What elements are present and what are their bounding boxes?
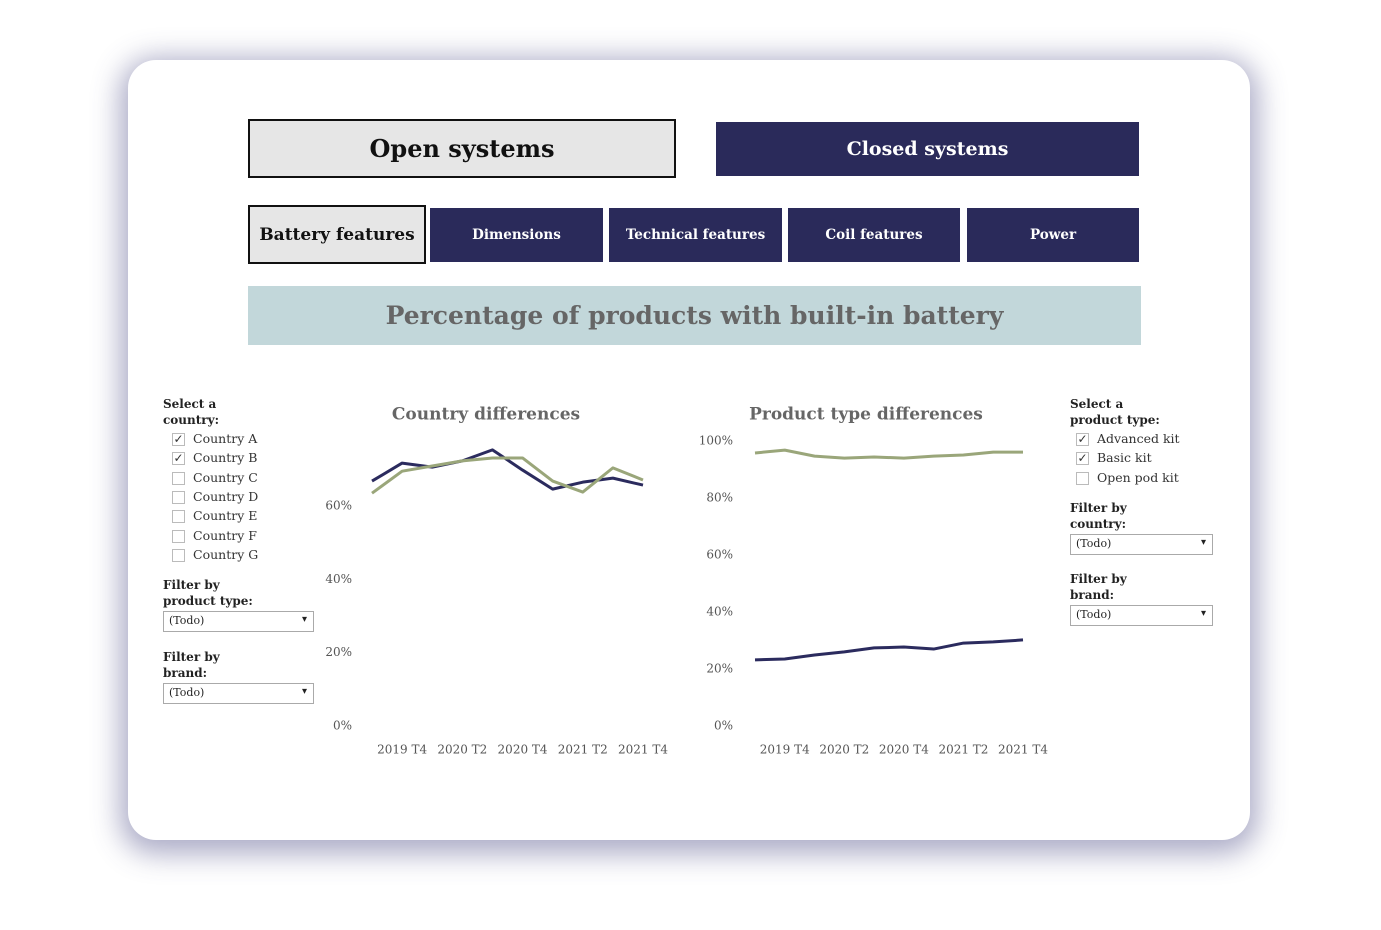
checkbox[interactable] — [172, 529, 185, 543]
checkbox[interactable] — [1076, 471, 1089, 485]
filter-label: Filter by product type: — [163, 578, 253, 608]
dropdown[interactable]: (Todo) — [163, 611, 314, 632]
y-tick-label: 20% — [706, 662, 733, 676]
y-tick-label: 40% — [325, 572, 352, 586]
y-tick-label: 0% — [714, 719, 733, 733]
x-tick-label: 2020 T4 — [879, 743, 929, 757]
y-tick-label: 40% — [706, 605, 733, 619]
checklist-label: Select a product type: — [1070, 397, 1160, 427]
sub-tab[interactable]: Technical features — [609, 208, 782, 262]
checklist-label: Select a country: — [163, 397, 220, 427]
checkbox[interactable] — [172, 548, 185, 562]
filter-label: Filter by country: — [1070, 501, 1127, 531]
tab[interactable]: Open systems — [248, 119, 676, 178]
line — [754, 638, 1024, 662]
x-tick-label: 2021 T2 — [938, 743, 988, 757]
option-label[interactable]: Country B — [193, 450, 258, 466]
sub-tab[interactable]: Battery features — [248, 205, 426, 264]
option-label[interactable]: Basic kit — [1097, 450, 1152, 466]
filter-label: Filter by brand: — [1070, 572, 1127, 602]
y-tick-label: 80% — [706, 491, 733, 505]
option-label[interactable]: Country C — [193, 469, 258, 485]
x-tick-label: 2021 T4 — [998, 743, 1048, 757]
x-tick-label: 2020 T2 — [437, 743, 487, 757]
x-tick-label: 2021 T2 — [558, 743, 608, 757]
checkbox[interactable]: ✓ — [172, 432, 185, 446]
banner: Percentage of products with built-in bat… — [248, 286, 1141, 345]
y-tick-label: 100% — [699, 434, 733, 448]
y-tick-label: 60% — [706, 548, 733, 562]
checkbox[interactable]: ✓ — [1076, 451, 1089, 466]
line — [754, 448, 1023, 460]
x-tick-label: 2019 T4 — [377, 743, 427, 757]
checkbox[interactable]: ✓ — [1076, 432, 1089, 446]
dropdown[interactable]: (Todo) — [1070, 534, 1213, 555]
sub-tab[interactable]: Coil features — [788, 208, 960, 262]
x-tick-label: 2020 T2 — [819, 743, 869, 757]
card — [128, 60, 1250, 840]
tab[interactable]: Closed systems — [716, 122, 1139, 176]
option-label[interactable]: Open pod kit — [1097, 469, 1179, 485]
option-label[interactable]: Country A — [193, 431, 258, 446]
dropdown[interactable]: (Todo) — [1070, 605, 1213, 626]
checkbox[interactable]: ✓ — [172, 451, 185, 466]
option-label[interactable]: Country G — [193, 546, 259, 562]
x-tick-label: 2019 T4 — [760, 743, 810, 757]
sub-tab[interactable]: Power — [967, 208, 1139, 262]
y-tick-label: 0% — [333, 719, 352, 733]
chart-title: Country differences — [392, 405, 580, 425]
dropdown[interactable]: (Todo) — [163, 683, 314, 704]
checkbox[interactable] — [172, 471, 185, 485]
option-label[interactable]: Country D — [193, 488, 259, 504]
option-label[interactable]: Country E — [193, 508, 258, 524]
x-tick-label: 2020 T4 — [498, 743, 548, 757]
option-label[interactable]: Country F — [193, 527, 257, 543]
sub-tab[interactable]: Dimensions — [430, 208, 603, 262]
filter-label: Filter by brand: — [163, 650, 220, 680]
chart-title: Product type differences — [749, 405, 983, 425]
option-label[interactable]: Advanced kit — [1097, 431, 1180, 446]
x-tick-label: 2021 T4 — [618, 743, 668, 757]
y-tick-label: 20% — [325, 645, 352, 659]
checkbox[interactable] — [172, 490, 185, 504]
line — [371, 456, 644, 495]
checkbox[interactable] — [172, 510, 185, 524]
y-tick-label: 60% — [325, 499, 352, 513]
